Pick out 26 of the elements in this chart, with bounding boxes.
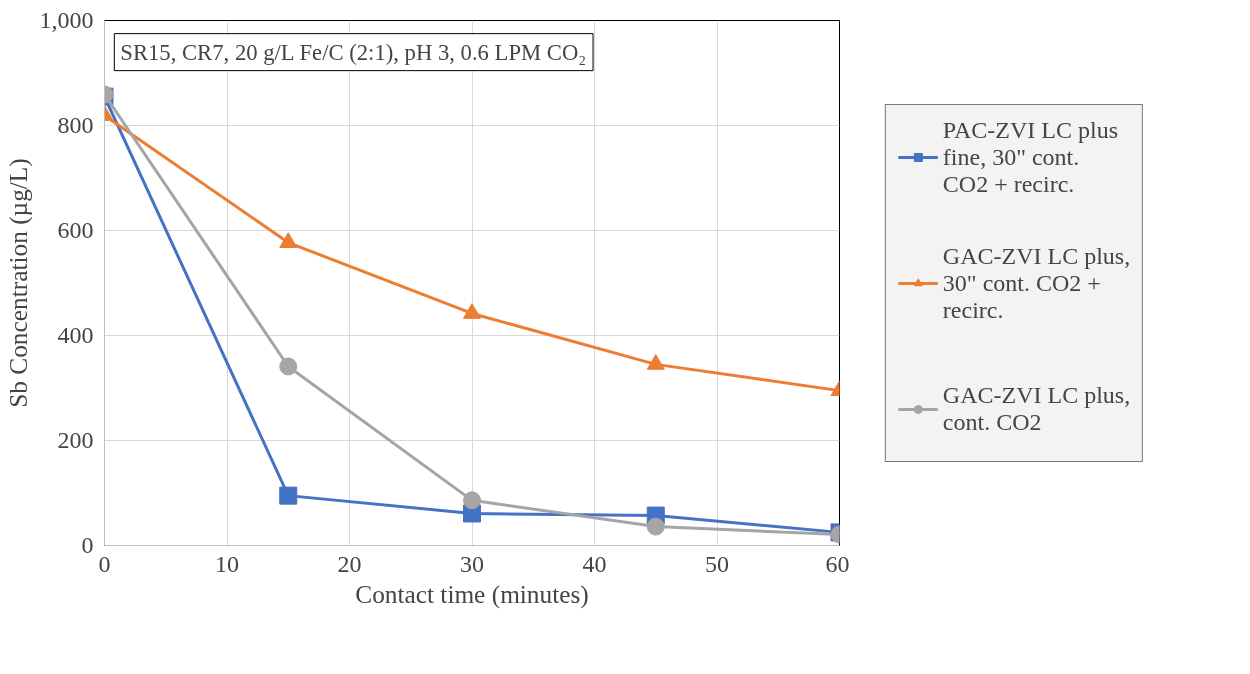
legend-label: GAC-ZVI LC plus, cont. CO2 [942, 380, 1131, 437]
point [463, 491, 481, 510]
point [279, 486, 298, 505]
point [646, 517, 665, 536]
text: SR15, CR7, 20 g/L Fe/C (2:1), pH 3, 0.6 LPM CO₂ [120, 39, 587, 65]
y-tick-label: 1,000 [39, 7, 94, 33]
y-tick-label: 800 [57, 112, 94, 138]
x-tick-label: 40 [582, 550, 607, 577]
point [279, 232, 298, 248]
legend-label: PAC-ZVI LC plus fine, 30" cont. CO2 + recirc. [942, 116, 1118, 198]
point [646, 354, 665, 370]
x-tick-label: 50 [705, 550, 729, 577]
x-axis-title: Contact time (minutes) [355, 579, 589, 609]
x-tick-label: 20 [337, 550, 362, 577]
x-tick-label: 10 [215, 550, 239, 577]
point [279, 357, 298, 376]
x-tick-label: 30 [460, 550, 484, 577]
point [463, 303, 481, 319]
y-tick-label: 400 [57, 322, 94, 348]
legend-label: GAC-ZVI LC plus, 30" cont. CO2 + recirc. [942, 242, 1131, 324]
y-axis-title: Sb Concentration (µg/L) [3, 158, 33, 408]
x-tick-label: 60 [825, 550, 850, 577]
x-tick-label: 0 [98, 550, 111, 577]
y-tick-label: 200 [57, 427, 94, 453]
y-tick-label: 0 [81, 532, 94, 558]
y-tick-label: 600 [57, 217, 94, 243]
